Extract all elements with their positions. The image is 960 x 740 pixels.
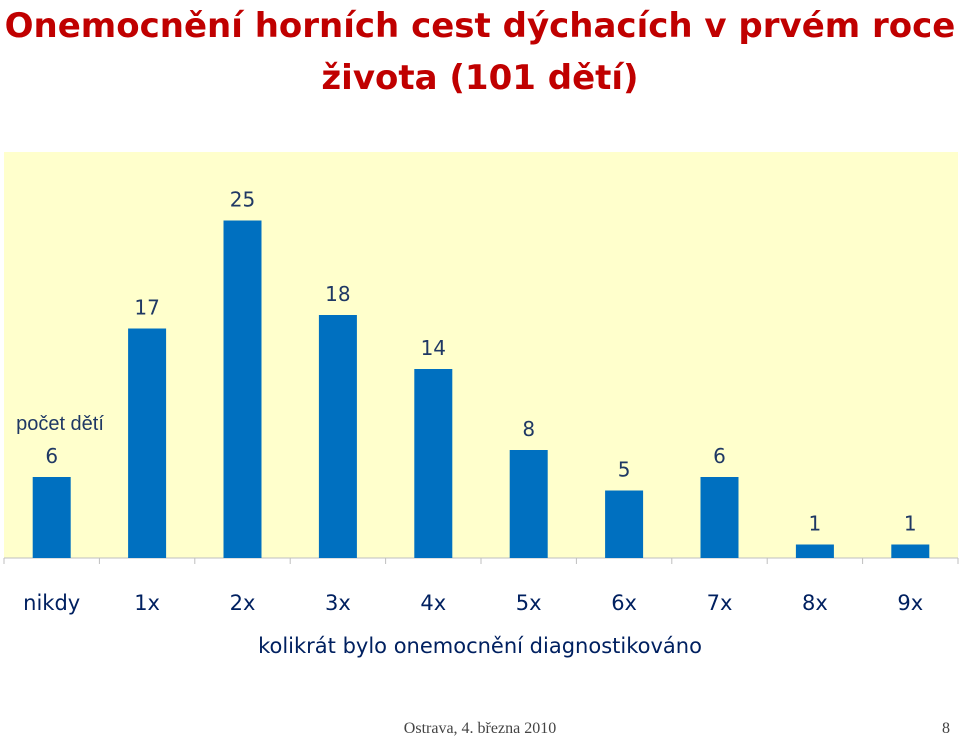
bar-series bbox=[32, 220, 930, 558]
data-label-3x: 18 bbox=[325, 282, 350, 306]
data-label-7x: 6 bbox=[713, 444, 726, 468]
data-label-4x: 14 bbox=[421, 336, 446, 360]
data-labels: 6 17 25 18 14 8 5 6 1 1 bbox=[45, 188, 916, 536]
x-tick-label-5x: 5x bbox=[516, 591, 542, 615]
data-label-6x: 5 bbox=[618, 458, 631, 482]
x-tick-label-9x: 9x bbox=[897, 591, 923, 615]
x-tick-labels: nikdy 1x 2x 3x 4x 5x 6x 7x 8x 9x bbox=[23, 591, 923, 615]
data-label-9x: 1 bbox=[904, 512, 917, 536]
bar-4x bbox=[414, 369, 453, 558]
data-label-8x: 1 bbox=[809, 512, 822, 536]
bar-3x bbox=[318, 315, 357, 558]
bar-1x bbox=[128, 328, 167, 558]
slide-title: Onemocnění horních cest dýchacích v prvé… bbox=[4, 6, 956, 98]
x-axis-label: kolikrát bylo onemocnění diagnostikováno bbox=[258, 634, 702, 658]
bar-8x bbox=[795, 544, 834, 558]
x-tick-label-8x: 8x bbox=[802, 591, 828, 615]
bar-9x bbox=[891, 544, 930, 558]
bar-nikdy bbox=[32, 477, 71, 558]
x-tick-label-1x: 1x bbox=[134, 591, 160, 615]
data-label-1x: 17 bbox=[134, 296, 159, 320]
bar-5x bbox=[509, 450, 548, 558]
data-label-5x: 8 bbox=[522, 417, 535, 441]
page-number: 8 bbox=[942, 720, 950, 737]
data-label-nikdy: 6 bbox=[45, 444, 58, 468]
x-axis-ticks bbox=[3, 558, 959, 564]
bar-2x bbox=[223, 220, 262, 558]
x-tick-label-7x: 7x bbox=[707, 591, 733, 615]
footer-text: Ostrava, 4. března 2010 bbox=[403, 720, 557, 737]
x-tick-label-4x: 4x bbox=[420, 591, 446, 615]
bar-chart: 6 17 25 18 14 8 5 6 1 1 nikdy 1x 2x 3x 4x 5x 6x 7x 8x 9x p… bbox=[3, 152, 959, 658]
data-label-2x: 25 bbox=[230, 188, 255, 212]
x-tick-label-nikdy: nikdy bbox=[23, 591, 80, 615]
x-tick-label-6x: 6x bbox=[611, 591, 637, 615]
x-tick-label-3x: 3x bbox=[325, 591, 351, 615]
y-axis-label: počet dětí bbox=[16, 413, 104, 435]
bar-7x bbox=[700, 477, 739, 558]
bar-6x bbox=[605, 490, 644, 558]
x-tick-label-2x: 2x bbox=[230, 591, 256, 615]
